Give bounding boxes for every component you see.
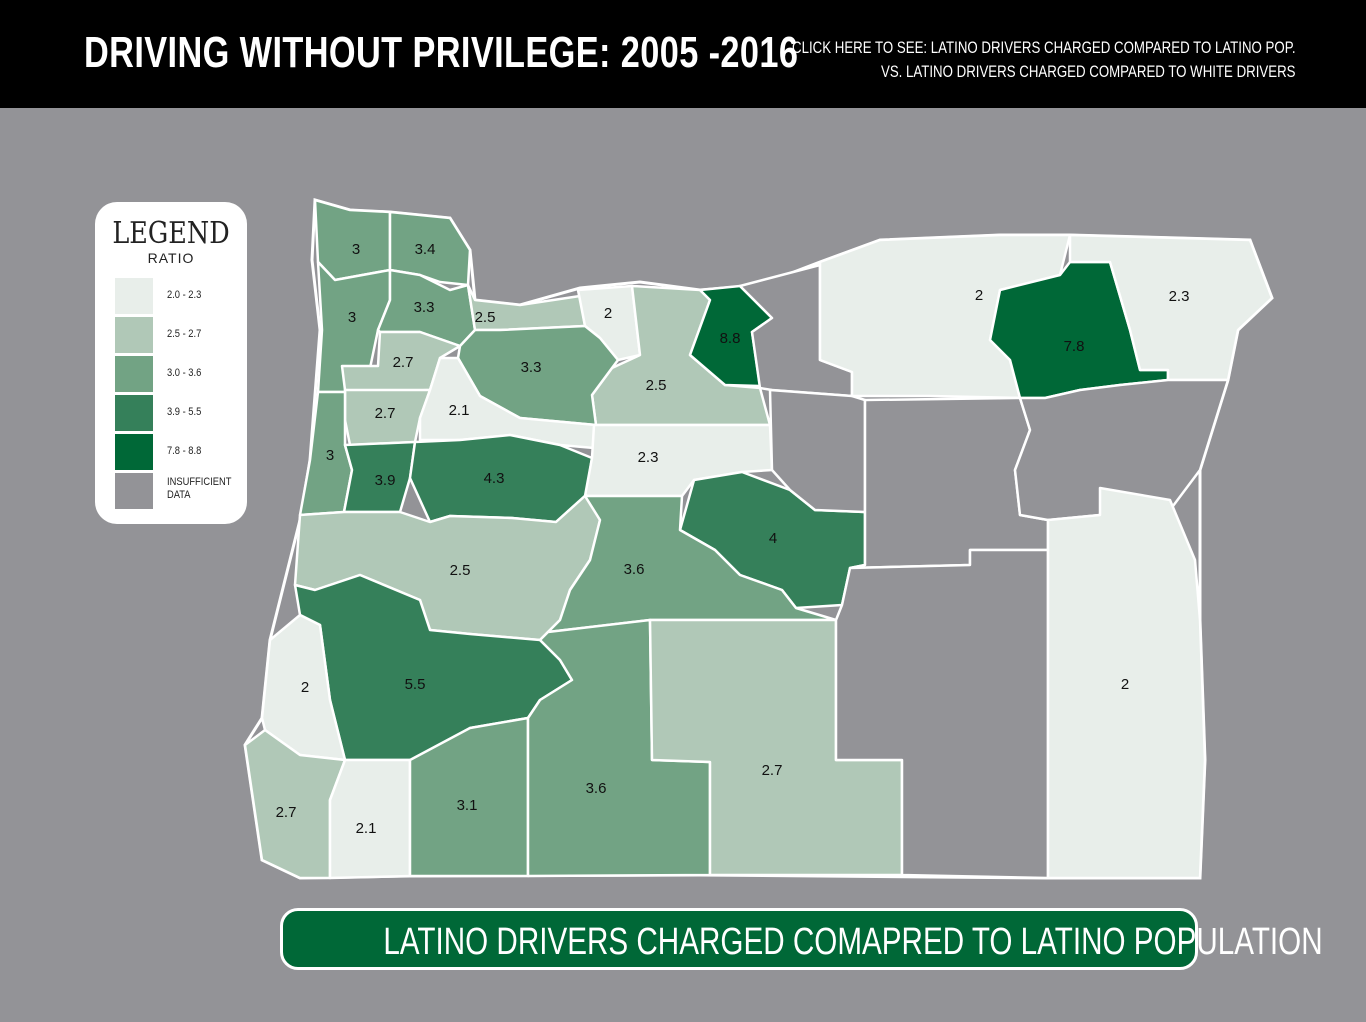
legend-item: 2.0 - 2.3 [115,278,245,314]
legend-label: 2.0 - 2.3 [167,289,202,301]
label-crook: 4 [769,530,777,547]
county-josephine[interactable] [328,758,412,880]
legend-swatch [115,317,153,353]
legend-subtitle: RATIO [147,250,195,266]
label-jackson: 3.1 [457,797,478,814]
label-coos: 2 [301,679,309,696]
label-klamath: 3.6 [586,780,607,797]
label-curry: 2.7 [276,804,297,821]
page-title: DRIVING WITHOUT PRIVILEGE: 2005 -2016 [84,28,799,77]
label-clatsop: 3 [352,241,360,258]
label-linn: 4.3 [484,470,505,487]
label-sherman: 8.8 [720,330,741,347]
legend-swatch [115,278,153,314]
legend-label: 3.0 - 3.6 [167,367,202,379]
label-benton: 3.9 [375,472,396,489]
label-tillamook: 3 [348,309,356,326]
legend-item: 2.5 - 2.7 [115,317,245,353]
label-yamhill: 2.7 [393,354,414,371]
label-hood-river: 2 [604,305,612,322]
legend-swatch [115,434,153,470]
county-harney[interactable] [834,548,1050,880]
legend-item: 3.0 - 3.6 [115,356,245,392]
legend-swatch [115,473,153,509]
label-morrow-east: 7.8 [1064,338,1085,355]
county-malheur[interactable] [1046,486,1207,880]
label-clackamas: 3.3 [521,359,542,376]
label-wasco: 2.5 [646,377,667,394]
label-malheur: 2 [1121,676,1129,693]
label-washington: 3.3 [414,299,435,316]
view-title-banner: LATINO DRIVERS CHARGED COMAPRED TO LATIN… [280,908,1323,970]
legend-label: 3.9 - 5.5 [167,406,202,418]
legend-swatch [115,395,153,431]
legend-item: INSUFFICIENT DATA [115,473,245,509]
legend-item: 3.9 - 5.5 [115,395,245,431]
legend-panel: LEGEND RATIO 2.0 - 2.3 2.5 - 2.7 3.0 - 3… [95,202,247,524]
legend-label: INSUFFICIENT DATA [167,476,232,501]
label-lake: 2.7 [762,762,783,779]
label-multnomah: 2.5 [475,309,496,326]
view-title-text: LATINO DRIVERS CHARGED COMAPRED TO LATIN… [383,921,1323,963]
legend-swatch [115,356,153,392]
legend-title: LEGEND [112,216,230,251]
toggle-view-link[interactable]: CLICK HERE TO SEE: LATINO DRIVERS CHARGE… [792,36,1296,84]
label-lane: 2.5 [450,562,471,579]
label-marion: 2.1 [449,402,470,419]
label-lincoln: 3 [326,447,334,464]
legend-label: 7.8 - 8.8 [167,445,202,457]
label-deschutes: 3.6 [624,561,645,578]
label-polk: 2.7 [375,405,396,422]
legend-label: 2.5 - 2.7 [167,328,202,340]
county-clatsop[interactable] [313,198,392,282]
label-wallowa: 2.3 [1169,288,1190,305]
county-klamath[interactable] [526,618,712,878]
label-josephine: 2.1 [356,820,377,837]
label-douglas: 5.5 [405,676,426,693]
legend-item: 7.8 - 8.8 [115,434,245,470]
county-wallowa[interactable] [1068,233,1274,382]
toggle-link-line1[interactable]: CLICK HERE TO SEE: LATINO DRIVERS CHARGE… [792,38,1296,57]
toggle-link-line2[interactable]: VS. LATINO DRIVERS CHARGED COMPARED TO W… [881,62,1296,81]
label-umatilla: 2 [975,287,983,304]
label-jefferson: 2.3 [638,449,659,466]
header-bar: DRIVING WITHOUT PRIVILEGE: 2005 -2016 CL… [0,0,1366,108]
label-columbia: 3.4 [415,241,436,258]
county-baker[interactable] [1013,378,1230,522]
